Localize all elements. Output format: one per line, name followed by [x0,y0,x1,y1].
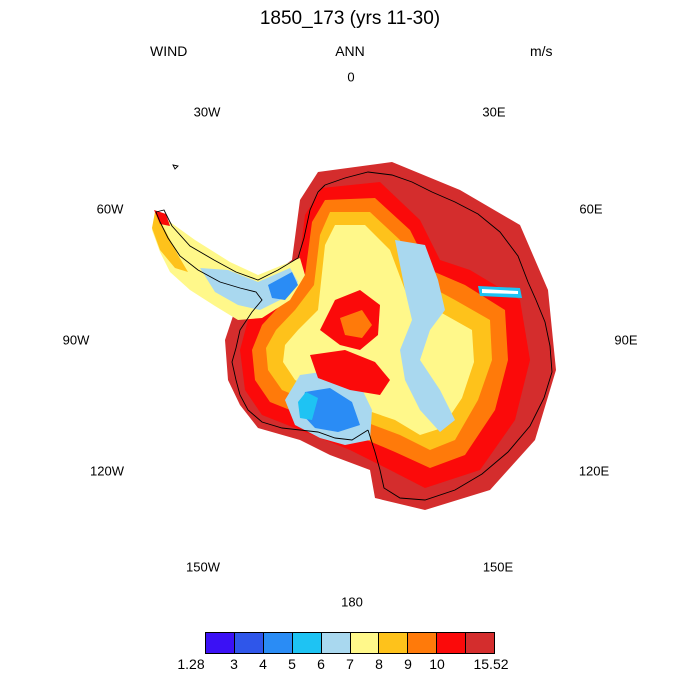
colorbar-label-6: 8 [375,656,383,672]
colorbar-box-0 [205,632,234,654]
lon-label-60w: 60W [96,201,124,217]
lon-label-30w: 30W [193,104,221,120]
region-peninsula-gold [152,212,188,272]
region-peninsula-blue [268,272,298,300]
wind-field [152,162,556,510]
coastline-ross [231,347,369,441]
region-lightblue [395,240,455,432]
lon-label-120e: 120E [578,463,610,479]
colorbar-box-3 [291,632,321,654]
colorbar-box-5 [349,632,379,654]
lon-label-60e: 60E [579,201,603,217]
lon-label-90w: 90W [62,332,90,348]
lon-label-0: 0 [347,69,355,85]
lon-label-150e: 150E [482,559,514,575]
lon-label-180: 180 [341,594,363,610]
colorbar-label-0: 1.28 [177,656,205,672]
region-orange-center [340,310,372,338]
colorbar-box-2 [262,632,292,654]
lon-label-30e: 30E [482,104,506,120]
region-peninsula-lightblue [200,268,298,310]
colorbar-label-8: 10 [429,656,445,672]
island-north [172,164,179,170]
coastline [155,164,553,501]
colorbar-label-4: 6 [317,656,325,672]
variable-label: WIND [150,43,188,59]
colorbar-label-5: 7 [346,656,354,672]
lon-label-120w: 120W [90,463,124,479]
coastline-east [324,171,553,501]
colorbar-box-6 [378,632,408,654]
colorbar-label-1: 3 [230,656,238,672]
units-label: m/s [530,43,553,59]
colorbar-label-3: 5 [288,656,296,672]
colorbar-label-7: 9 [404,656,412,672]
colorbar-label-2: 4 [259,656,267,672]
lon-label-150w: 150W [186,559,220,575]
region-cyan [298,392,318,420]
season-label: ANN [335,43,365,59]
colorbar-box-7 [407,632,437,654]
colorbar-box-9 [465,632,496,654]
colorbar-box-4 [320,632,350,654]
colorbar-label-9: 15.52 [473,656,509,672]
region-red-center-2 [310,350,390,395]
plot-title: 1850_173 (yrs 11-30) [259,8,441,29]
coastline-peninsula [155,184,326,349]
colorbar-box-8 [436,632,466,654]
colorbar [205,632,496,654]
region-coast-white [482,289,518,294]
lon-label-90e: 90E [614,332,638,348]
colorbar-box-1 [233,632,263,654]
